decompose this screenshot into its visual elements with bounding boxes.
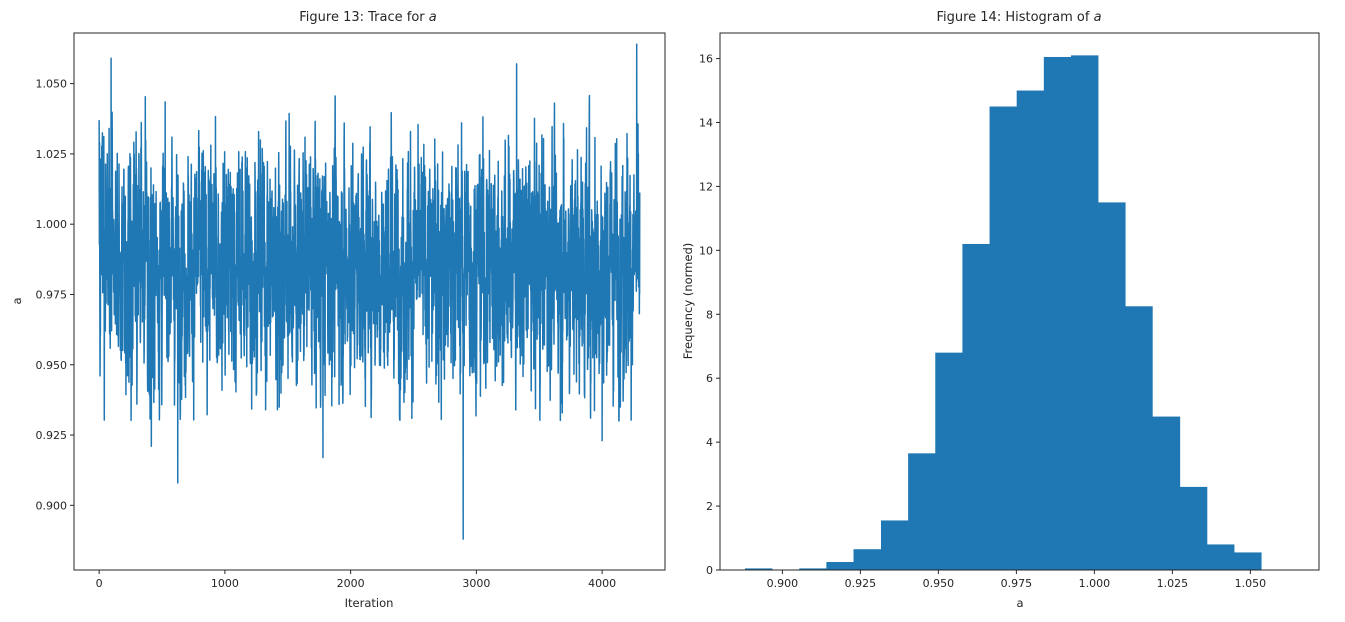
histogram-x-axis-label: a (1016, 596, 1023, 610)
histogram-bar (1016, 90, 1045, 570)
trace-y-tick-label: 1.000 (36, 218, 68, 231)
histogram-y-axis-label: Frequency (normed) (681, 243, 695, 359)
histogram-y-tick-label: 10 (699, 244, 713, 257)
histogram-y-tick-label: 14 (699, 117, 713, 130)
histogram-x-tick-label: 1.025 (1157, 577, 1189, 590)
trace-y-tick-label: 0.975 (36, 288, 68, 301)
histogram-bar (1125, 306, 1153, 570)
histogram-bar (962, 243, 990, 570)
trace-x-axis-label: Iteration (345, 596, 394, 610)
histogram-bar (1070, 55, 1099, 571)
histogram-x-tick-label: 0.925 (845, 577, 877, 590)
histogram-x-tick-label: 1.050 (1235, 577, 1267, 590)
histogram-x-tick-label: 0.900 (767, 577, 799, 590)
trace-x-tick-label: 1000 (211, 577, 239, 590)
histogram-bar (1179, 486, 1208, 570)
histogram-axes-frame (719, 32, 1320, 571)
histogram-y-tick-label: 0 (706, 564, 713, 577)
histogram-bar (1043, 56, 1072, 571)
histogram-x-ticks: 0.900 0.925 0.950 0.975 1.000 1.025 1.050 (767, 570, 1266, 590)
histogram-bar (908, 453, 936, 570)
histogram-y-tick-label: 8 (706, 308, 713, 321)
histogram-bar (744, 568, 773, 570)
trace-series-line (98, 43, 641, 540)
histogram-y-ticks: 0 2 4 6 8 10 12 14 16 (699, 53, 720, 577)
trace-chart-title: Figure 13: Trace for a (299, 10, 437, 25)
trace-y-ticks: 0.900 0.925 0.950 0.975 1.000 1.025 1.050 (36, 78, 74, 512)
histogram-y-tick-label: 2 (706, 500, 713, 513)
trace-x-tick-label: 2000 (337, 577, 365, 590)
histogram-bar (1152, 416, 1181, 570)
trace-y-tick-label: 0.900 (36, 499, 68, 512)
histogram-y-tick-label: 4 (706, 436, 713, 449)
trace-y-tick-label: 0.950 (36, 359, 68, 372)
histogram-chart-title: Figure 14: Histogram of a (936, 10, 1101, 25)
histogram-bar (880, 520, 909, 570)
trace-y-tick-label: 0.925 (36, 429, 68, 442)
histogram-x-tick-label: 0.975 (1001, 577, 1033, 590)
histogram-x-tick-label: 1.000 (1079, 577, 1111, 590)
histogram-bar (826, 562, 854, 570)
histogram-y-tick-label: 16 (699, 53, 713, 66)
trace-x-ticks: 0 1000 2000 3000 4000 (96, 570, 616, 590)
histogram-bar (1207, 544, 1235, 570)
histogram-bar (1098, 202, 1126, 570)
histogram-y-tick-label: 12 (699, 180, 713, 193)
trace-y-tick-label: 1.025 (36, 148, 68, 161)
trace-x-tick-label: 4000 (588, 577, 616, 590)
trace-axes-frame (73, 32, 666, 571)
histogram-y-tick-label: 6 (706, 372, 713, 385)
histogram-bar (799, 568, 827, 570)
trace-y-axis-label: a (10, 297, 24, 304)
histogram-chart: Figure 14: Histogram of a 0.900 0.925 0.95… (681, 10, 1320, 610)
histogram-bar (935, 352, 963, 570)
histogram-bar (853, 549, 882, 570)
trace-plot-area (98, 43, 641, 540)
histogram-plot-area (744, 55, 1262, 571)
histogram-x-tick-label: 0.950 (923, 577, 955, 590)
trace-x-tick-label: 0 (96, 577, 103, 590)
trace-chart: Figure 13: Trace for a 0 1000 2000 3000 4000… (10, 10, 666, 610)
histogram-bar (1234, 552, 1262, 570)
histogram-bar (989, 106, 1017, 571)
trace-y-tick-label: 1.050 (36, 78, 68, 91)
trace-x-tick-label: 3000 (462, 577, 490, 590)
